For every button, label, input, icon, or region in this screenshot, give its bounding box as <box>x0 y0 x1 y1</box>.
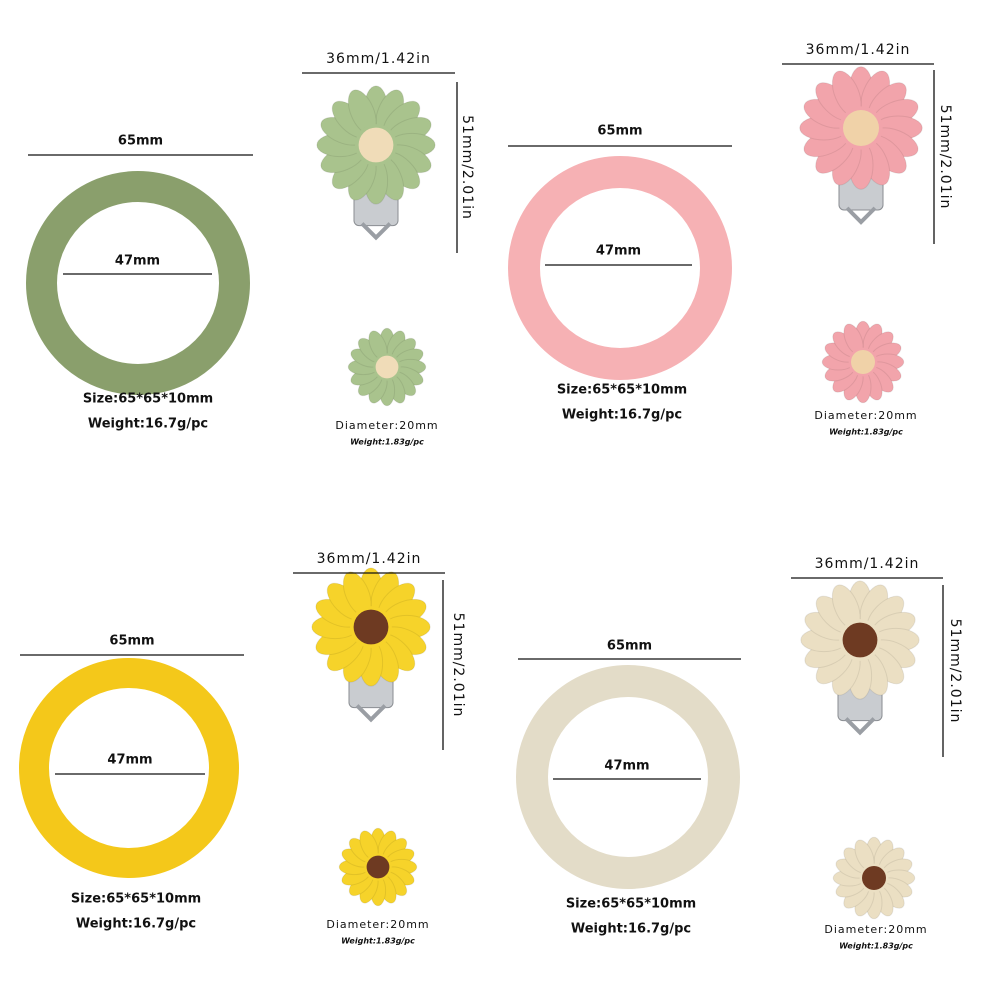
bead-flower-disk <box>862 866 886 890</box>
clip-flower-disk <box>843 110 879 146</box>
dimension-label: 47mm <box>604 759 649 774</box>
dimension-label: 65mm <box>118 134 163 149</box>
bead-diameter: Diameter:20mm <box>335 419 438 432</box>
bead-weight: Weight:1.83g/pc <box>829 428 903 437</box>
dimension-label: 47mm <box>596 244 641 259</box>
product-panel: 65mm 47mm Size:65*65*10mm Weight:16.7g/pc 36… <box>26 51 475 447</box>
bead-weight: Weight:1.83g/pc <box>839 942 913 951</box>
ring-weight: Weight:16.7g/pc <box>76 917 196 932</box>
teether-ring <box>516 665 740 889</box>
clip-hook <box>845 206 877 225</box>
teether-ring <box>508 156 732 380</box>
bead-weight: Weight:1.83g/pc <box>350 438 424 447</box>
clip-hook <box>360 222 392 241</box>
bead-diameter: Diameter:20mm <box>814 409 917 422</box>
ring-weight: Weight:16.7g/pc <box>88 417 208 432</box>
ring-size: Size:65*65*10mm <box>83 392 213 407</box>
dimension-label: 47mm <box>115 254 160 269</box>
dimension-label: 65mm <box>597 124 642 139</box>
product-panel: 65mm 47mm Size:65*65*10mm Weight:16.7g/pc 36… <box>516 556 963 951</box>
dimension-label: 36mm/1.42in <box>317 551 422 567</box>
product-panel: 65mm 47mm Size:65*65*10mm Weight:16.7g/pc 36… <box>508 42 953 437</box>
teether-ring <box>26 171 250 395</box>
dimension-label: 65mm <box>607 639 652 654</box>
bead-flower-disk <box>366 855 390 879</box>
dimension-label: 47mm <box>107 753 152 768</box>
ring-weight: Weight:16.7g/pc <box>562 408 682 423</box>
product-panel: 65mm 47mm Size:65*65*10mm Weight:16.7g/pc 36… <box>19 551 466 946</box>
dimension-label: 51mm/2.01in <box>947 619 963 724</box>
bead-diameter: Diameter:20mm <box>824 923 927 936</box>
clip-flower-disk <box>358 127 394 163</box>
dimension-label: 36mm/1.42in <box>806 42 911 58</box>
dimension-label: 51mm/2.01in <box>459 115 475 220</box>
ring-size: Size:65*65*10mm <box>566 897 696 912</box>
clip-hook <box>355 704 387 723</box>
teether-ring <box>19 658 239 878</box>
bead-weight: Weight:1.83g/pc <box>341 937 415 946</box>
ring-weight: Weight:16.7g/pc <box>571 922 691 937</box>
ring-size: Size:65*65*10mm <box>557 383 687 398</box>
bead-diameter: Diameter:20mm <box>326 918 429 931</box>
dimension-label: 51mm/2.01in <box>450 613 466 718</box>
clip-flower-disk <box>353 609 389 645</box>
dimension-label: 36mm/1.42in <box>326 51 431 67</box>
bead-flower-disk <box>851 350 875 374</box>
dimension-label: 65mm <box>109 634 154 649</box>
clip-flower-disk <box>842 622 878 658</box>
bead-flower-disk <box>375 355 399 379</box>
dimension-label: 36mm/1.42in <box>815 556 920 572</box>
ring-size: Size:65*65*10mm <box>71 892 201 907</box>
dimension-label: 51mm/2.01in <box>937 105 953 210</box>
clip-hook <box>844 717 876 736</box>
